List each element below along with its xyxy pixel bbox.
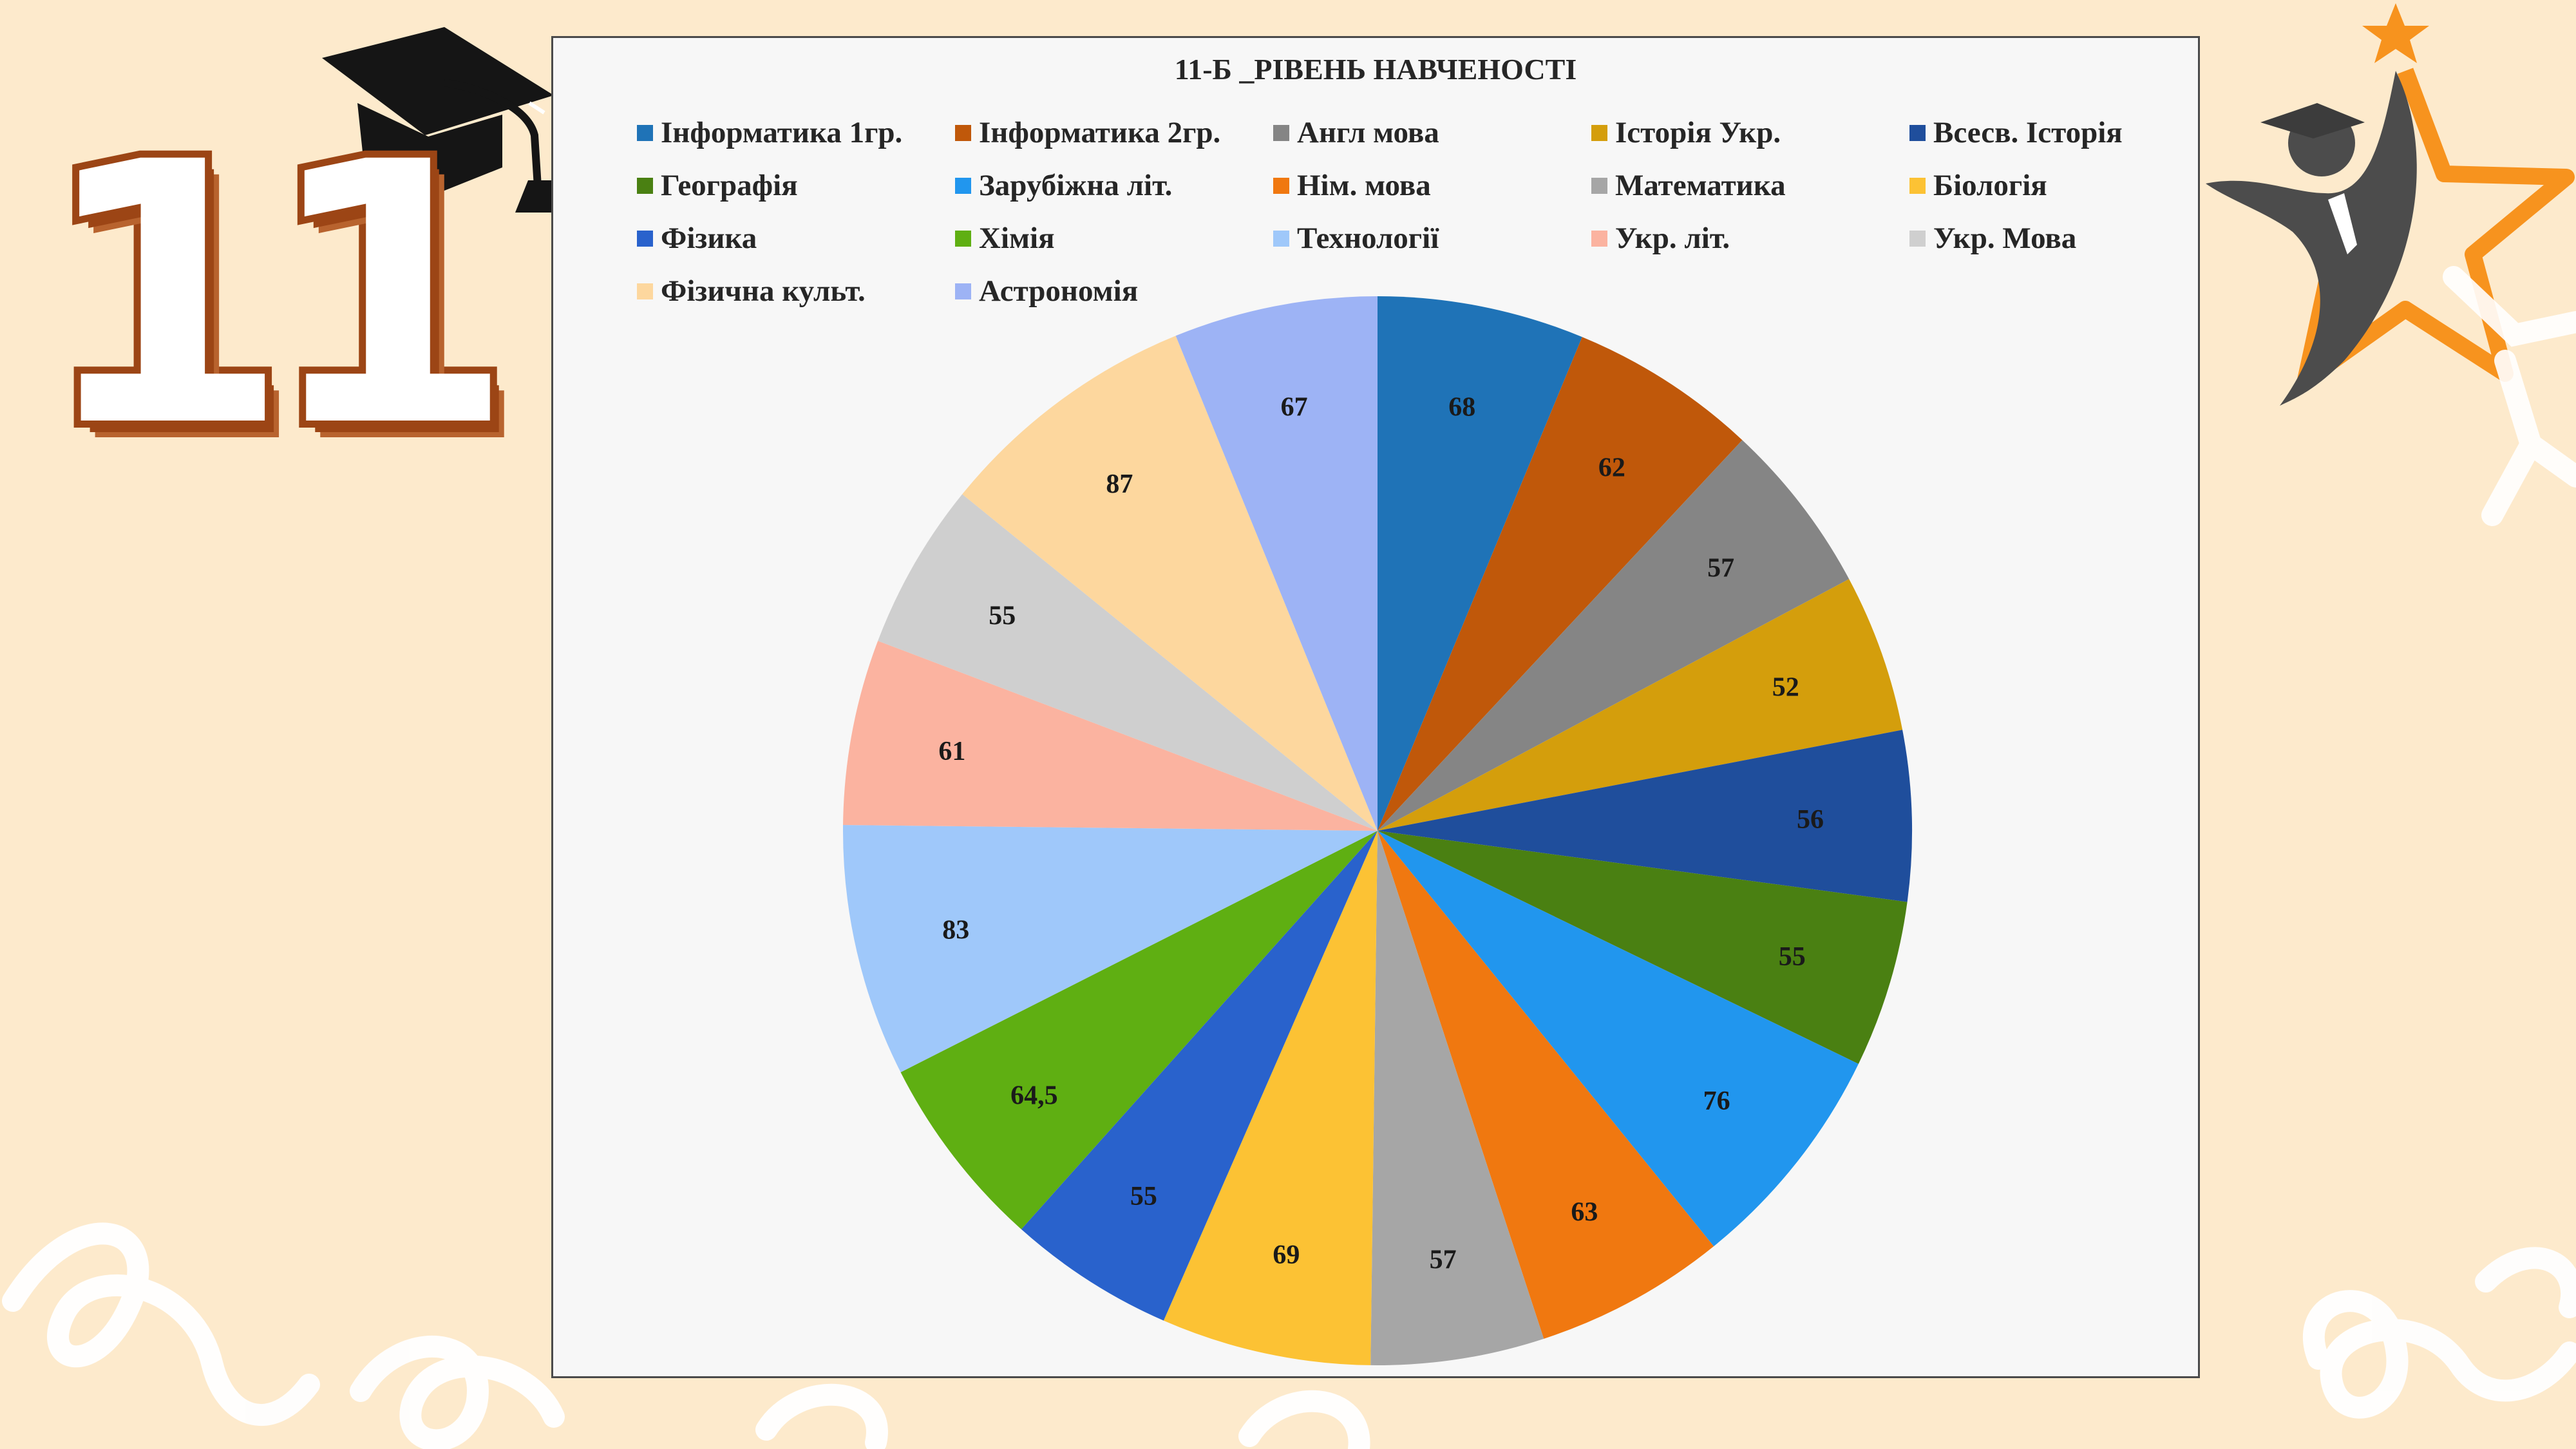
- swirl-decoration: [2, 1222, 2576, 1449]
- chart-title: 11-Б _РІВЕНЬ НАВЧЕНОСТІ: [1174, 53, 1577, 86]
- legend-label: Технології: [1297, 222, 1439, 255]
- legend-label: Всесв. Історія: [1933, 116, 2123, 149]
- pie-chart-canvas: 68 62 57 52 56 55 76 63 57 69 55 64,5 83 61 55 87 67: [843, 296, 1912, 1366]
- pie-slice: [1378, 337, 1743, 831]
- data-label: 61: [938, 737, 965, 766]
- legend-item: Всесв. Історія: [1909, 114, 2228, 151]
- pie-slice: [1378, 579, 1903, 831]
- data-label: 67: [1281, 392, 1308, 422]
- legend-label: Історія Укр.: [1615, 116, 1781, 149]
- pie-slice: [1378, 730, 1912, 902]
- legend-label: Укр. літ.: [1615, 222, 1730, 255]
- pie-slice: [1021, 831, 1378, 1321]
- legend-item: Фізика: [637, 220, 955, 257]
- legend-item: Нім. мова: [1273, 167, 1591, 204]
- legend-swatch: [637, 283, 653, 299]
- legend-label: Інформатика 2гр.: [979, 116, 1221, 149]
- legend-item: Географія: [637, 167, 955, 204]
- data-label: 52: [1772, 673, 1799, 703]
- legend-item: Укр. Мова: [1909, 220, 2228, 257]
- legend-label: Біологія: [1933, 169, 2047, 202]
- legend-swatch: [955, 124, 971, 141]
- data-label: 64,5: [1010, 1081, 1058, 1111]
- legend-label: Географія: [661, 169, 798, 202]
- legend-item: Зарубіжна літ.: [955, 167, 1273, 204]
- data-label: 62: [1598, 453, 1625, 483]
- data-label: 83: [942, 916, 969, 945]
- legend-item: Історія Укр.: [1591, 114, 1909, 151]
- pie-slice: [843, 641, 1378, 831]
- legend-swatch: [1273, 230, 1289, 247]
- legend-swatch: [1591, 230, 1607, 247]
- legend-swatch: [955, 283, 971, 299]
- legend-label: Фізична культ.: [661, 274, 866, 308]
- data-label: 57: [1707, 553, 1734, 583]
- pie-slice: [900, 831, 1378, 1229]
- data-label: 63: [1571, 1198, 1598, 1227]
- data-label: 56: [1797, 805, 1824, 835]
- pie-slice: [878, 494, 1378, 831]
- pie-slice: [1378, 831, 1859, 1247]
- pie-slice: [843, 825, 1378, 1072]
- star-student-icon: [2206, 3, 2576, 526]
- legend-item: Математика: [1591, 167, 1909, 204]
- pie-slice: [1370, 831, 1544, 1366]
- pie-slice: [1378, 831, 1714, 1339]
- legend-item: Хімія: [955, 220, 1273, 257]
- legend-item: Інформатика 2гр.: [955, 114, 1273, 151]
- legend-item: Технології: [1273, 220, 1591, 257]
- legend-swatch: [1909, 124, 1926, 141]
- legend-swatch: [1909, 177, 1926, 194]
- data-label: 55: [1779, 942, 1806, 972]
- legend-item: Біологія: [1909, 167, 2228, 204]
- legend-swatch: [955, 230, 971, 247]
- legend-label: Астрономія: [979, 274, 1139, 308]
- pie-slice: [1378, 831, 1908, 1065]
- legend-label: Інформатика 1гр.: [661, 116, 903, 149]
- legend-label: Математика: [1615, 169, 1786, 202]
- data-label: 76: [1703, 1086, 1730, 1116]
- legend-label: Хімія: [979, 222, 1055, 255]
- legend-swatch: [637, 124, 653, 141]
- legend-label: Фізика: [661, 222, 757, 255]
- pie-slice: [1378, 296, 1582, 831]
- chart-legend: Інформатика 1гр. Інформатика 2гр. Англ мов…: [637, 114, 2157, 310]
- pie-slice: [962, 336, 1378, 831]
- legend-swatch: [1909, 230, 1926, 247]
- legend-swatch: [955, 177, 971, 194]
- legend-swatch: [1591, 177, 1607, 194]
- legend-item: Фізична культ.: [637, 272, 955, 310]
- legend-item: Інформатика 1гр.: [637, 114, 955, 151]
- legend-swatch: [1273, 124, 1289, 141]
- legend-swatch: [1591, 124, 1607, 141]
- legend-label: Нім. мова: [1297, 169, 1431, 202]
- legend-label: Зарубіжна літ.: [979, 169, 1173, 202]
- data-label: 57: [1430, 1245, 1457, 1275]
- pie-chart: 68 62 57 52 56 55 76 63 57 69 55 64,5 83 61 55 87 67 11-…: [551, 36, 2200, 1378]
- legend-swatch: [637, 177, 653, 194]
- legend-item: Укр. літ.: [1591, 220, 1909, 257]
- legend-swatch: [1273, 177, 1289, 194]
- legend-label: Укр. Мова: [1933, 222, 2077, 255]
- data-label: 55: [1130, 1182, 1157, 1211]
- data-label: 55: [989, 601, 1016, 631]
- data-label: 87: [1106, 469, 1133, 499]
- pie-slice: [1163, 831, 1378, 1365]
- pie-slice: [1175, 296, 1378, 831]
- data-label: 69: [1273, 1240, 1300, 1270]
- data-label: 68: [1448, 393, 1475, 422]
- legend-swatch: [637, 230, 653, 247]
- legend-label: Англ мова: [1297, 116, 1439, 149]
- grade-number: 11: [32, 86, 522, 506]
- pie-slice: [1378, 440, 1850, 831]
- legend-item: Астрономія: [955, 272, 1273, 310]
- legend-item: Англ мова: [1273, 114, 1591, 151]
